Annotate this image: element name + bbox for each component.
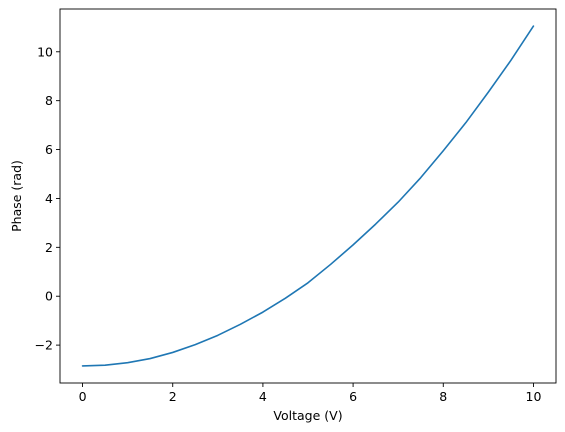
y-tick-label: 8 <box>45 93 53 108</box>
data-marks <box>81 25 535 367</box>
x-tick-label: 2 <box>169 389 177 404</box>
y-tick-label: −2 <box>35 338 53 353</box>
y-tick-label: 0 <box>45 289 53 304</box>
x-axis-ticks: 0 2 4 6 8 10 <box>79 383 542 404</box>
axes-frame <box>59 8 557 384</box>
y-tick-label: 4 <box>45 191 53 206</box>
x-tick-label: 10 <box>526 389 542 404</box>
x-axis-label: Voltage (V) <box>273 408 342 423</box>
y-tick-label: 2 <box>45 240 53 255</box>
x-tick-label: 0 <box>79 389 87 404</box>
x-tick-label: 8 <box>439 389 447 404</box>
y-axis-ticks: −2 0 2 4 6 8 10 <box>35 44 60 353</box>
series-line-0 <box>81 25 535 367</box>
y-tick-label: 10 <box>37 44 53 59</box>
x-tick-label: 4 <box>259 389 267 404</box>
x-tick-label: 6 <box>349 389 357 404</box>
y-axis-label: Phase (rad) <box>9 160 24 232</box>
y-tick-label: 6 <box>45 142 53 157</box>
plot-area <box>60 9 556 383</box>
